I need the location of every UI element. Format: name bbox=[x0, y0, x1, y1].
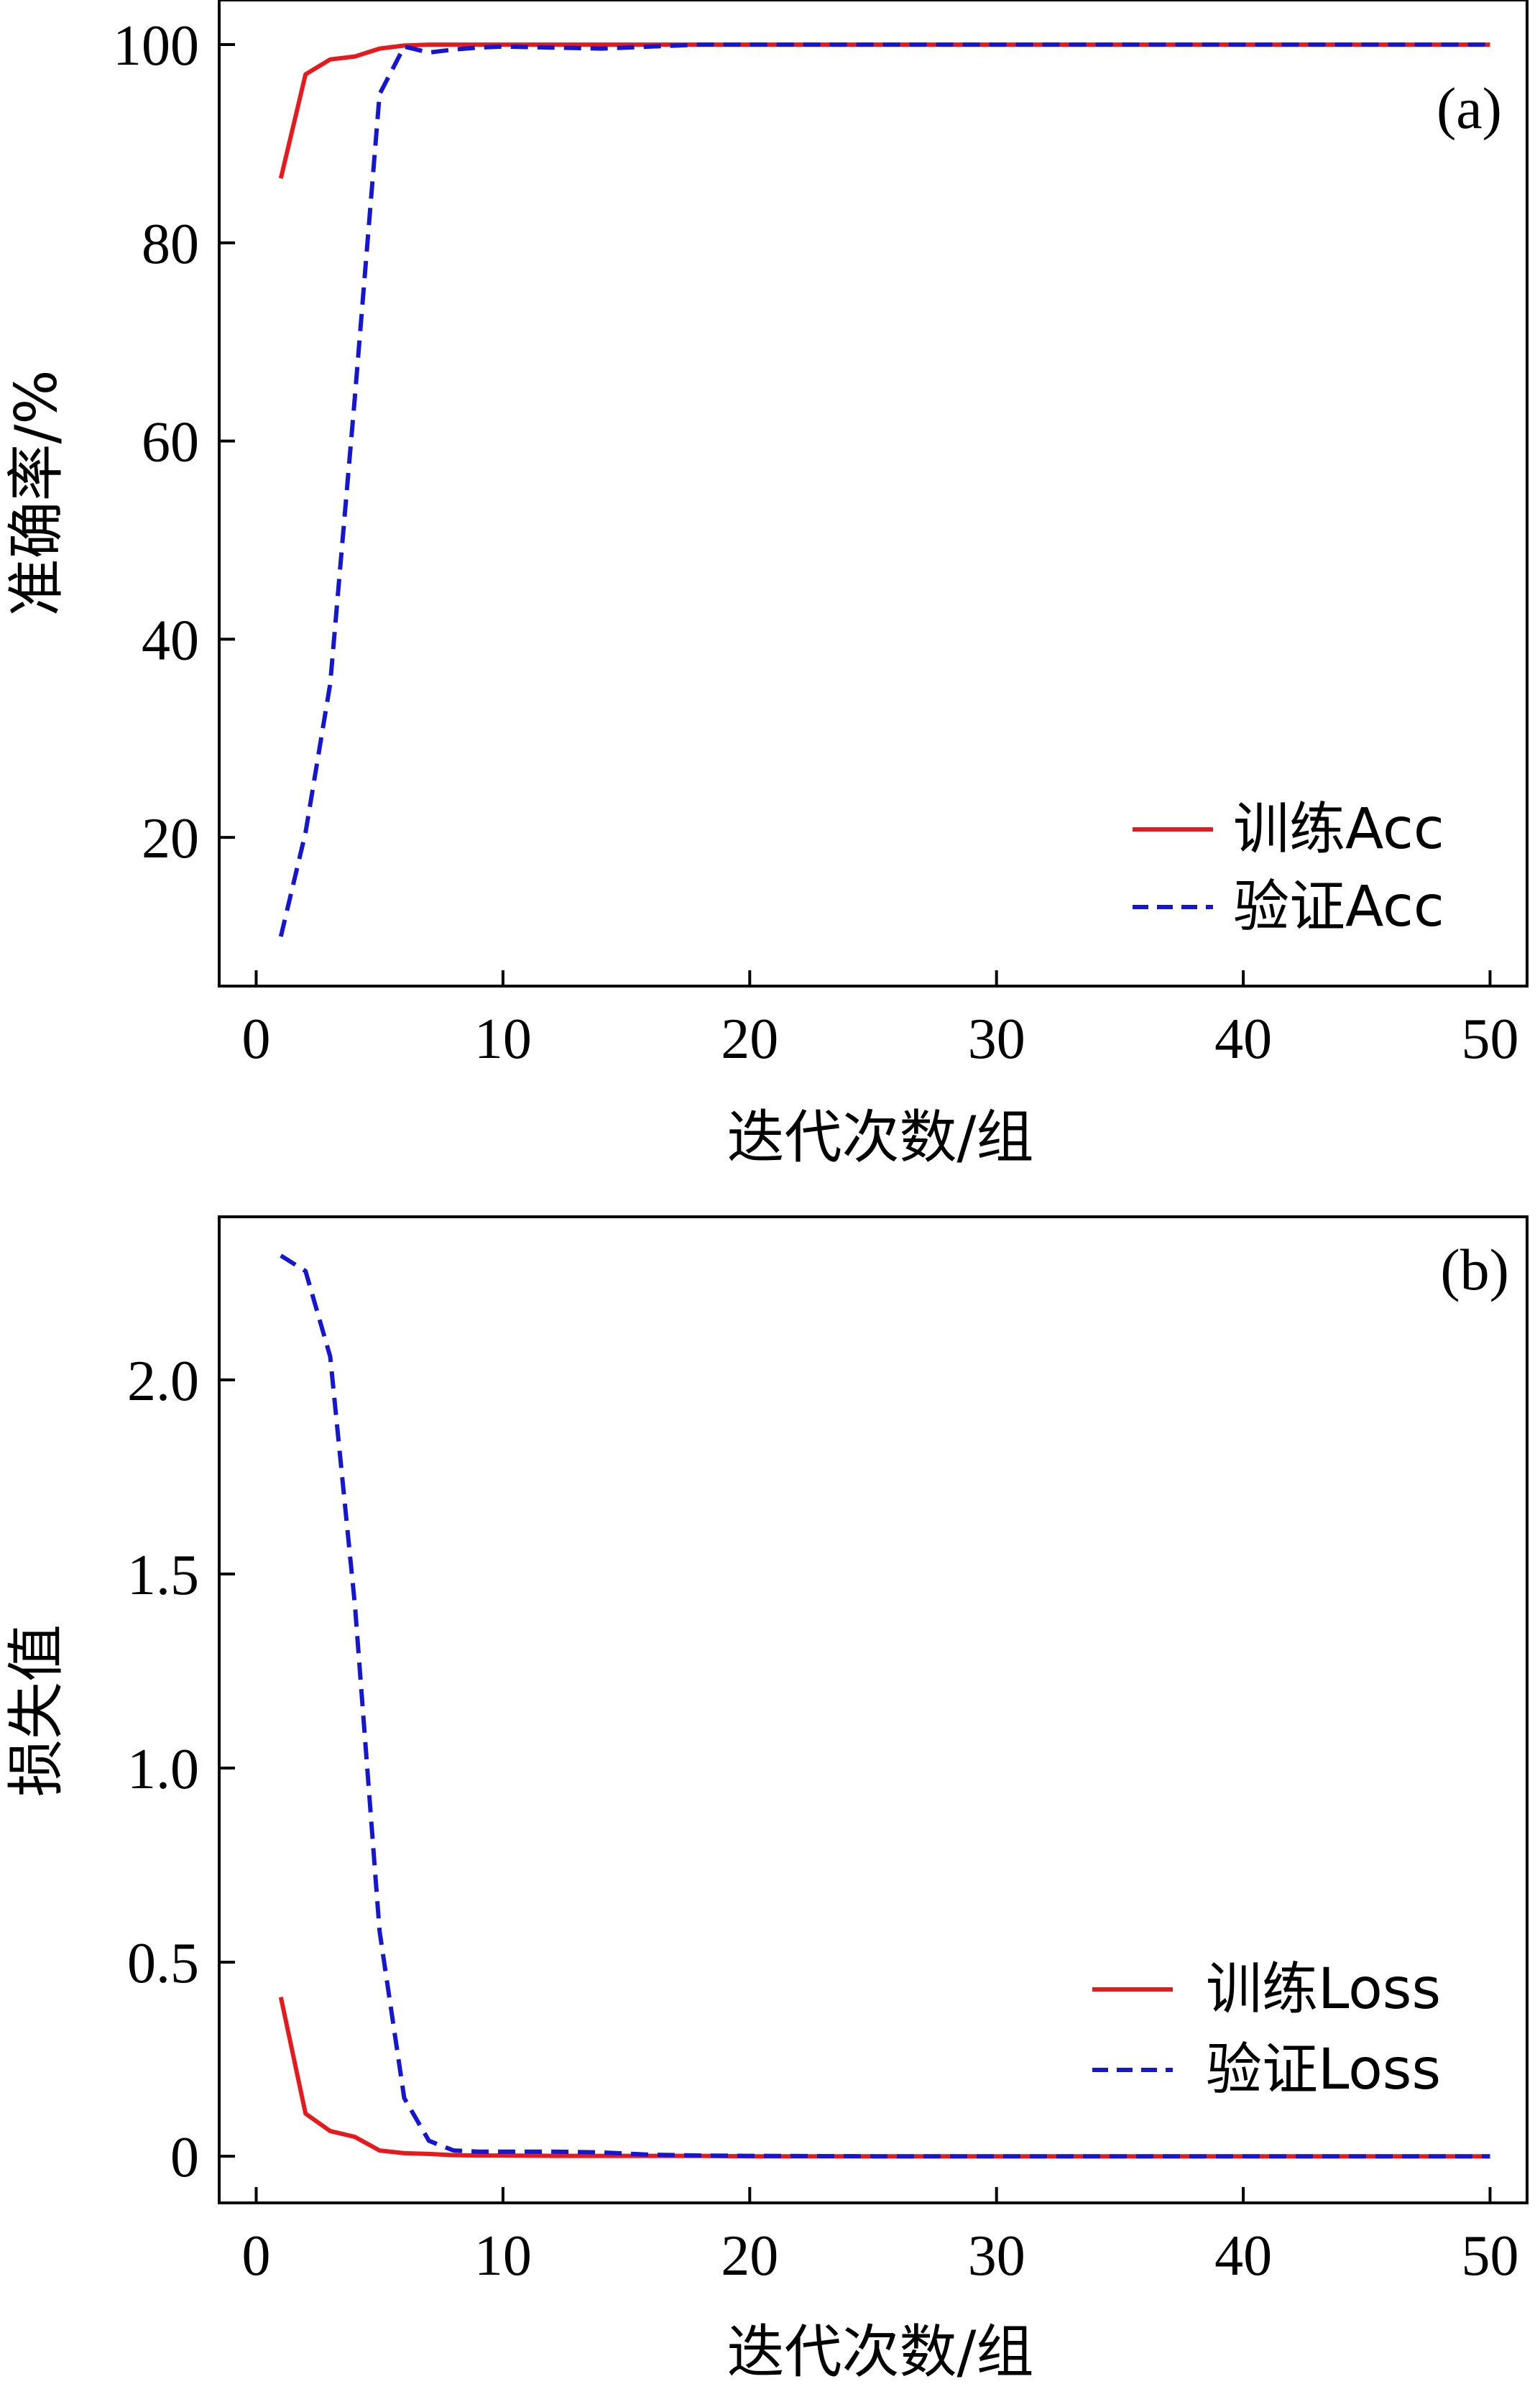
x-tick-label: 40 bbox=[1214, 2224, 1272, 2288]
accuracy-panel: 0 10 20 30 40 50 20 40 60 80 100 (a) 训练Acc 验证Acc 迭… bbox=[3, 0, 1529, 1171]
tick-layer: 0 10 20 30 40 50 20 40 60 80 100 bbox=[113, 14, 1518, 1071]
x-tick-label: 0 bbox=[242, 1008, 271, 1071]
loss-panel: 0 10 20 30 40 50 0 0.5 1.0 1.5 2.0 (b) 训练Loss 验证Lo… bbox=[3, 1215, 1529, 2384]
x-axis-label: 迭代次数/组 bbox=[727, 2319, 1034, 2384]
series-layer bbox=[278, 1253, 1490, 2159]
x-tick-label: 50 bbox=[1461, 2224, 1518, 2288]
legend-label-val-acc: 验证Acc bbox=[1233, 875, 1444, 939]
y-tick-label: 20 bbox=[142, 807, 199, 870]
plot-frame bbox=[218, 1215, 1529, 2204]
legend-label-train-loss: 训练Loss bbox=[1206, 1957, 1441, 2022]
x-tick-label: 40 bbox=[1214, 1008, 1272, 1071]
x-tick-label: 30 bbox=[968, 2224, 1025, 2288]
y-tick-label: 1.0 bbox=[127, 1738, 199, 1801]
x-tick-label: 10 bbox=[474, 2224, 532, 2288]
series-line-1 bbox=[278, 42, 1490, 937]
x-tick-label: 20 bbox=[721, 2224, 778, 2288]
legend: 训练Acc 验证Acc bbox=[1133, 797, 1444, 939]
x-tick-label: 0 bbox=[242, 2224, 271, 2288]
y-tick-label: 1.5 bbox=[127, 1544, 199, 1607]
y-tick-label: 0.5 bbox=[127, 1932, 199, 1995]
panel-label: (b) bbox=[1440, 1237, 1509, 1302]
x-tick-label: 20 bbox=[721, 1008, 778, 1071]
y-tick-label: 0 bbox=[170, 2126, 199, 2189]
x-axis-label: 迭代次数/组 bbox=[727, 1104, 1034, 1171]
y-tick-label: 100 bbox=[113, 14, 199, 78]
series-layer bbox=[278, 42, 1490, 937]
tick-layer: 0 10 20 30 40 50 0 0.5 1.0 1.5 2.0 bbox=[127, 1350, 1518, 2288]
y-axis-label: 损失值 bbox=[3, 1624, 70, 1797]
legend-label-val-loss: 验证Loss bbox=[1206, 2038, 1441, 2102]
y-tick-label: 2.0 bbox=[127, 1350, 199, 1413]
y-axis-label: 准确率/% bbox=[3, 370, 70, 617]
panel-label: (a) bbox=[1437, 75, 1502, 141]
y-tick-label: 40 bbox=[142, 609, 199, 672]
series-line-0 bbox=[278, 1997, 1490, 2159]
x-tick-label: 10 bbox=[474, 1008, 532, 1071]
plot-frame bbox=[218, 0, 1529, 988]
x-tick-label: 50 bbox=[1461, 1008, 1518, 1071]
legend-label-train-acc: 训练Acc bbox=[1233, 797, 1444, 862]
y-tick-label: 60 bbox=[142, 411, 199, 474]
legend: 训练Loss 验证Loss bbox=[1092, 1957, 1441, 2102]
series-line-1 bbox=[280, 1253, 1490, 2159]
y-tick-label: 80 bbox=[142, 213, 199, 276]
series-line-0 bbox=[278, 42, 1490, 179]
x-tick-label: 30 bbox=[968, 1008, 1025, 1071]
